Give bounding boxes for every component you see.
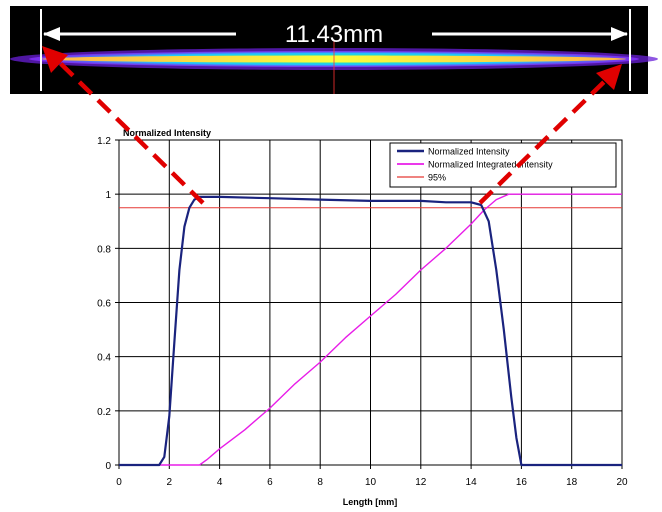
legend-entry-integrated-intensity: Normalized Integrated Intensity xyxy=(397,160,553,170)
dashed-arrow-left-line xyxy=(56,59,205,205)
chart-title: Normalized Intensity xyxy=(123,128,211,138)
x-tick-label: 14 xyxy=(466,477,478,488)
series-lines xyxy=(119,193,622,467)
beam-image: 11.43mm xyxy=(10,6,658,94)
legend-entries: Normalized Intensity Normalized Integrate… xyxy=(397,147,553,183)
measure-arrow-right-head xyxy=(611,27,628,41)
y-tick-label: 0.4 xyxy=(97,353,111,364)
x-tick-label: 16 xyxy=(516,477,528,488)
series-normalized-intensity xyxy=(119,195,622,467)
x-tick-label: 4 xyxy=(217,477,223,488)
legend-label: Normalized Intensity xyxy=(428,147,510,157)
series-integrated-intensity xyxy=(119,193,622,466)
y-tick-label: 1.2 xyxy=(97,136,111,147)
x-tick-label: 12 xyxy=(415,477,427,488)
measurement-label: 11.43mm xyxy=(285,21,383,48)
x-tick-label: 18 xyxy=(566,477,578,488)
y-tick-label: 0.2 xyxy=(97,407,111,418)
grid-lines xyxy=(119,140,622,465)
chart: 0 2 4 6 8 10 12 14 16 18 20 0 0.2 0.4 0.6 0.8 1 1.2 Norm… xyxy=(97,128,628,507)
y-tick-label: 1 xyxy=(105,190,111,201)
measure-arrow-left-head xyxy=(43,27,60,41)
y-tick-label: 0.8 xyxy=(97,244,111,255)
x-tick-label: 8 xyxy=(317,477,323,488)
x-tick-label: 6 xyxy=(267,477,273,488)
x-tick-label: 2 xyxy=(167,477,173,488)
x-axis-label: Length [mm] xyxy=(343,497,398,507)
legend-entry-normalized-intensity: Normalized Intensity xyxy=(397,147,510,157)
y-ticks: 0 0.2 0.4 0.6 0.8 1 1.2 xyxy=(97,136,119,472)
dashed-arrows xyxy=(42,46,622,205)
x-tick-label: 0 xyxy=(116,477,122,488)
dashed-arrow-right-line xyxy=(478,78,608,205)
y-tick-label: 0 xyxy=(105,461,111,472)
y-tick-label: 0.6 xyxy=(97,299,111,310)
legend-label: 95% xyxy=(428,173,446,183)
dashed-arrow-right-head xyxy=(596,64,622,90)
dashed-arrow-left-head xyxy=(42,46,68,73)
legend-label: Normalized Integrated Intensity xyxy=(428,160,553,170)
x-ticks: 0 2 4 6 8 10 12 14 16 18 20 xyxy=(116,465,628,488)
legend-entry-95-percent: 95% xyxy=(397,173,446,183)
x-tick-label: 10 xyxy=(365,477,377,488)
x-tick-label: 20 xyxy=(616,477,628,488)
